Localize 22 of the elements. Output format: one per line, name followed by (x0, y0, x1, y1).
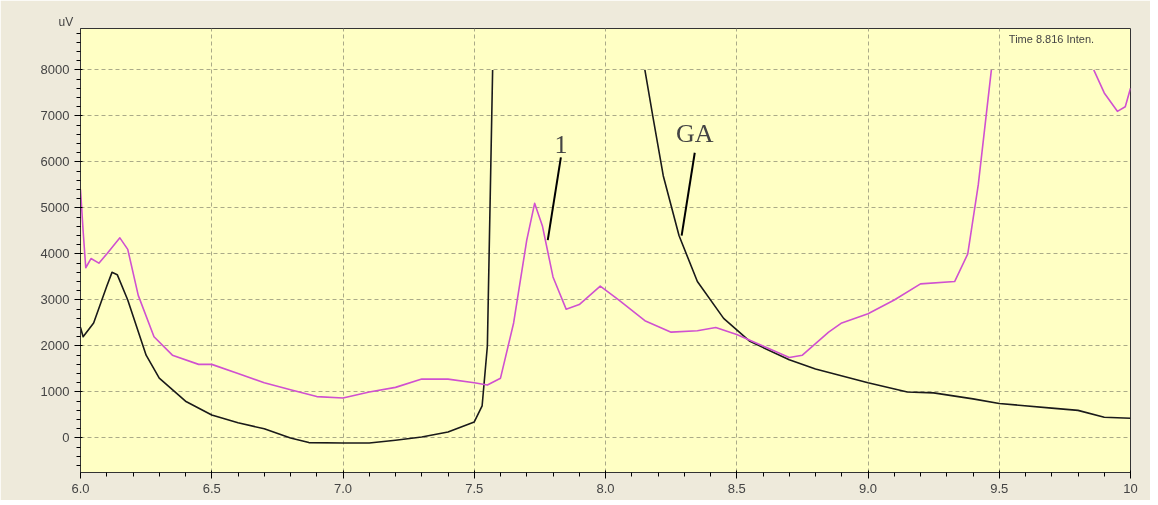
y-tick-label: 1000 (40, 384, 70, 400)
x-tick-label: 7.5 (465, 480, 484, 496)
y-tick-label: 8000 (40, 62, 70, 78)
annotation: Time 8.816 Inten. (1008, 32, 1095, 45)
y-tick-label: 5000 (40, 200, 70, 216)
x-tick-label: 6.5 (202, 480, 221, 496)
y-axis-title: uV (58, 14, 74, 29)
annotation: 1 (554, 129, 568, 159)
y-tick-label: 4000 (40, 246, 70, 262)
y-tick-label: 3000 (40, 292, 70, 308)
x-tick-label: 6.0 (71, 480, 90, 496)
annotation: GA (675, 119, 714, 149)
x-tick-label: 10 (1123, 480, 1138, 496)
y-tick-label: 0 (62, 430, 70, 446)
x-tick-label: 9.5 (990, 480, 1009, 496)
x-tick-label: 7.0 (333, 480, 353, 496)
x-tick-label: 8.5 (727, 480, 746, 496)
y-tick-label: 7000 (40, 108, 70, 124)
x-tick-label: 8.0 (596, 480, 615, 496)
y-tick-label: 6000 (40, 154, 70, 170)
y-tick-label: 2000 (40, 338, 70, 354)
x-tick-label: 9.0 (858, 480, 878, 496)
